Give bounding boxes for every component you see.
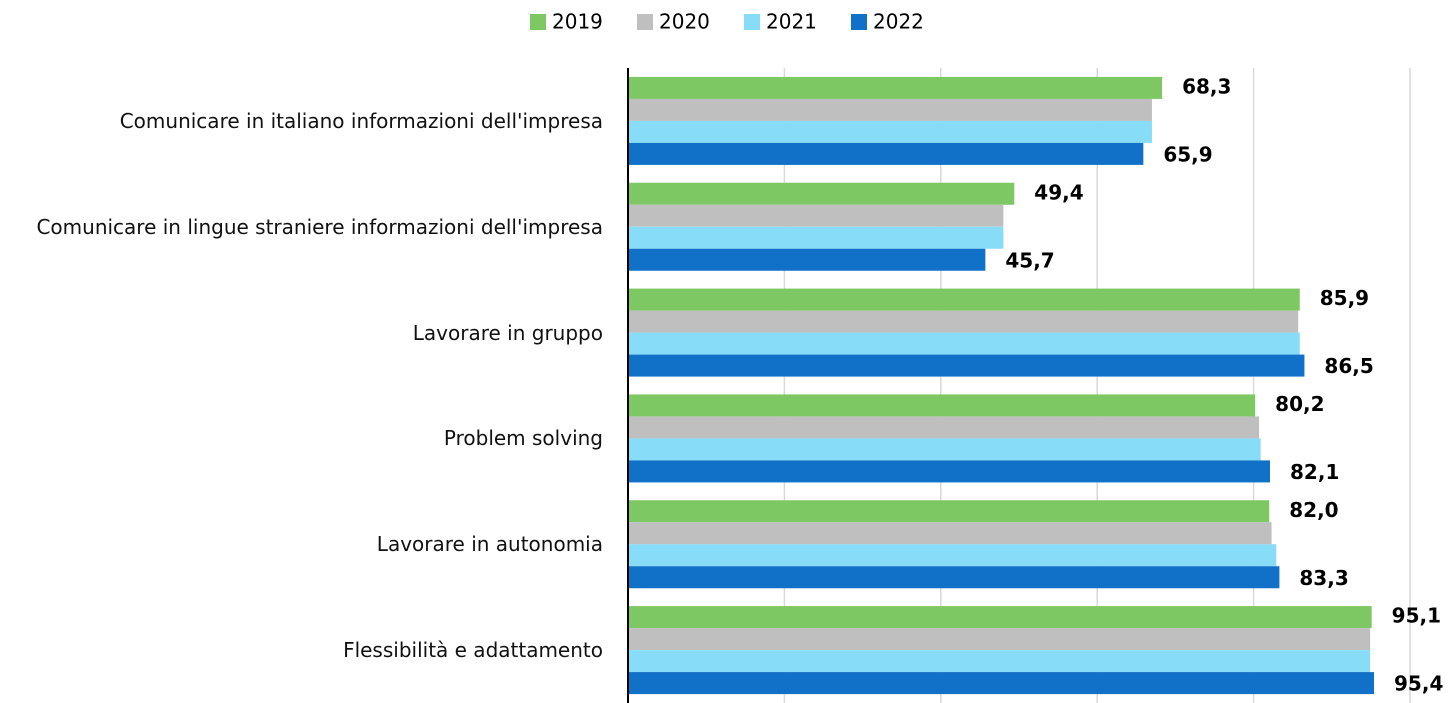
data-label: 95,4: [1394, 672, 1443, 696]
data-label: 83,3: [1299, 566, 1348, 590]
legend-label: 2022: [873, 10, 924, 34]
data-label: 49,4: [1034, 180, 1083, 204]
legend-swatch: [744, 14, 760, 30]
category-label: Problem solving: [443, 426, 603, 451]
data-label: 85,9: [1320, 286, 1369, 310]
data-label: 82,1: [1290, 460, 1339, 484]
bar: [628, 606, 1372, 629]
category-label: Lavorare in autonomia: [376, 532, 603, 557]
legend-swatch: [851, 14, 867, 30]
category-label: Comunicare in lingue straniere informazi…: [36, 214, 603, 239]
bar: [628, 438, 1261, 461]
legend-swatch: [637, 14, 653, 30]
bar: [628, 98, 1152, 121]
bar: [628, 120, 1152, 143]
data-label: 68,3: [1182, 74, 1231, 98]
bar: [628, 544, 1277, 567]
data-label: 80,2: [1275, 392, 1324, 416]
bar: [628, 142, 1144, 165]
legend-swatch: [530, 14, 546, 30]
bar: [628, 288, 1300, 311]
data-label: 82,0: [1289, 498, 1338, 522]
legend-label: 2021: [766, 10, 817, 34]
data-label: 95,1: [1392, 604, 1441, 628]
bar: [628, 416, 1260, 439]
bar: [628, 650, 1371, 673]
data-label: 86,5: [1324, 354, 1373, 378]
bar: [628, 332, 1300, 355]
bar: [628, 226, 1004, 249]
bar: [628, 394, 1256, 417]
bar: [628, 522, 1272, 545]
bar: [628, 500, 1270, 523]
legend-label: 2020: [659, 10, 710, 34]
bar: [628, 182, 1015, 205]
legend-label: 2019: [552, 10, 603, 34]
bar: [628, 566, 1280, 589]
bar: [628, 460, 1271, 483]
category-label: Lavorare in gruppo: [412, 320, 603, 345]
bar: [628, 628, 1371, 651]
data-label: 45,7: [1005, 248, 1054, 272]
bar: [628, 310, 1299, 333]
bar: [628, 76, 1163, 99]
data-label: 65,9: [1163, 142, 1212, 166]
bar: [628, 248, 986, 271]
category-label: Comunicare in italiano informazioni dell…: [119, 108, 603, 133]
bar: [628, 672, 1375, 695]
category-label: Flessibilità e adattamento: [343, 638, 603, 663]
bar: [628, 354, 1305, 377]
bar: [628, 204, 1004, 227]
